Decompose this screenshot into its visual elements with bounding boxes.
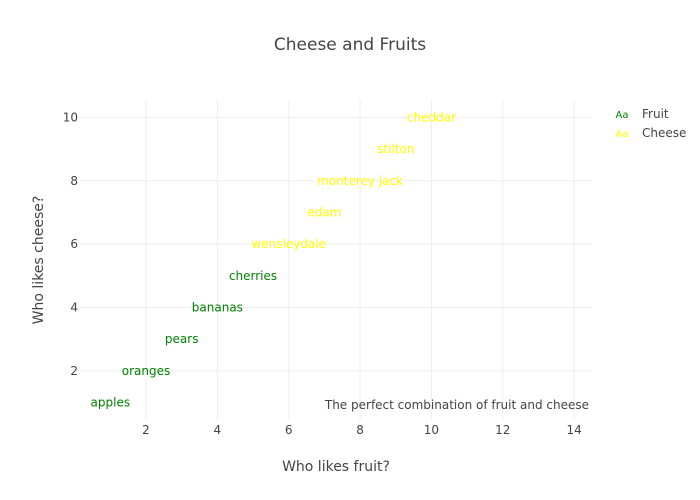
x-tick-label: 14 — [567, 423, 582, 437]
annotation: The perfect combination of fruit and che… — [324, 398, 589, 412]
x-tick-label: 6 — [285, 423, 293, 437]
y-tick-label: 2 — [70, 364, 78, 378]
y-tick-label: 10 — [63, 110, 78, 124]
data-point-label[interactable]: apples — [91, 396, 131, 410]
x-tick-label: 12 — [495, 423, 510, 437]
data-points: apples oranges pears bananas cherries wensley… — [91, 110, 457, 409]
data-point-label[interactable]: oranges — [122, 364, 171, 378]
data-point-label[interactable]: wensleydale — [251, 237, 326, 251]
x-axis-title: Who likes fruit? — [282, 459, 390, 475]
grid — [80, 100, 592, 420]
x-tick-label: 8 — [356, 423, 364, 437]
data-point-label[interactable]: monterey jack — [317, 174, 403, 188]
legend-label: Cheese — [642, 126, 686, 140]
legend-label: Fruit — [642, 107, 669, 121]
legend-swatch: Aa — [616, 110, 629, 121]
legend[interactable]: Aa Fruit Aa Cheese — [616, 107, 687, 140]
legend-item[interactable]: Aa Fruit — [616, 107, 669, 121]
axis-ticks: 2 4 6 8 10 12 14 2 4 6 8 10 — [63, 110, 582, 437]
chart-title: Cheese and Fruits — [274, 35, 426, 55]
x-tick-label: 2 — [142, 423, 150, 437]
y-tick-label: 6 — [70, 237, 78, 251]
x-tick-label: 4 — [214, 423, 222, 437]
y-tick-label: 4 — [70, 301, 78, 315]
x-tick-label: 10 — [424, 423, 439, 437]
y-axis-title: Who likes cheese? — [31, 196, 47, 325]
data-point-label[interactable]: cheddar — [407, 110, 456, 124]
data-point-label[interactable]: stilton — [377, 142, 414, 156]
data-point-label[interactable]: edam — [307, 205, 341, 219]
data-point-label[interactable]: bananas — [192, 301, 243, 315]
legend-swatch: Aa — [616, 129, 629, 140]
legend-item[interactable]: Aa Cheese — [616, 126, 687, 140]
data-point-label[interactable]: pears — [165, 332, 199, 346]
y-tick-label: 8 — [70, 174, 78, 188]
data-point-label[interactable]: cherries — [229, 269, 277, 283]
